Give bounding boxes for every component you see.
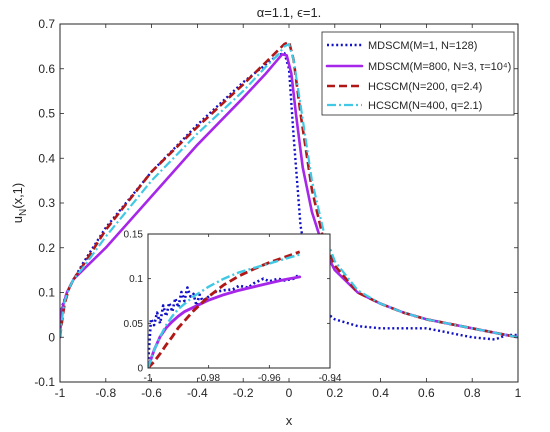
main-y-tick-label: 0: [48, 330, 55, 344]
main-y-tick-label: 0.1: [38, 286, 55, 300]
main-y-ticks: -0.1 0 0.1 0.2 0.3 0.4 0.5 0.6 0.7: [34, 17, 518, 389]
main-x-tick-label: 0.4: [372, 386, 389, 400]
main-y-tick-label: 0.3: [38, 196, 55, 210]
chart-title: α=1.1, ϵ=1.: [257, 5, 322, 20]
main-y-tick-label: 0.6: [38, 62, 55, 76]
x-axis-label: x: [286, 413, 293, 428]
main-y-tick-label: 0.7: [38, 17, 55, 31]
inset-y-ticks: 0 0.05 0.1 0.15: [124, 230, 330, 375]
main-x-tick-label: -0.2: [233, 386, 254, 400]
legend: MDSCM(M=1, N=128) MDSCM(M=800, N=3, τ=10…: [321, 31, 515, 116]
main-x-tick-label: -0.8: [95, 386, 116, 400]
inset-series-group: [148, 250, 302, 368]
main-x-ticks: -1 -0.8 -0.6 -0.4 -0.2 0 0.2 0.4 0.6 0.8 1: [55, 24, 522, 400]
inset-series-line-1: [148, 273, 301, 364]
main-series-line-4: [60, 42, 518, 339]
legend-label-series-2: MDSCM(M=800, N=3, τ=10⁴): [368, 61, 511, 73]
main-x-tick-label: 1: [515, 386, 522, 400]
inset-axes: -1 -0.98 -0.96 -0.94 0 0.05 0.1 0.15: [124, 230, 342, 385]
legend-entry: HCSCM(N=200, q=2.4): [327, 81, 482, 93]
legend-label-series-1: MDSCM(M=1, N=128): [368, 40, 477, 52]
legend-entry: HCSCM(N=400, q=2.1): [327, 100, 482, 112]
main-y-tick-label: -0.1: [34, 375, 55, 389]
main-x-tick-label: 0.6: [418, 386, 435, 400]
inset-y-tick-label: 0.15: [124, 230, 144, 241]
inset-x-ticks: -1 -0.98 -0.96 -0.94: [144, 234, 342, 384]
main-y-tick-label: 0.2: [38, 241, 55, 255]
main-x-tick-label: -0.6: [141, 386, 162, 400]
inset-y-tick-label: 0: [137, 364, 143, 375]
inset-y-tick-label: 0.1: [129, 274, 143, 285]
legend-entry: MDSCM(M=800, N=3, τ=10⁴): [325, 61, 511, 73]
inset-x-tick-label: -0.96: [258, 373, 281, 384]
inset-x-tick-label: -0.94: [319, 373, 342, 384]
main-y-tick-label: 0.5: [38, 107, 55, 121]
inset-x-tick-label: -1: [144, 373, 153, 384]
main-x-tick-label: 0.8: [464, 386, 481, 400]
inset-series-line-3: [148, 250, 301, 368]
legend-label-series-4: HCSCM(N=400, q=2.1): [368, 100, 482, 112]
main-y-tick-label: 0.4: [38, 151, 55, 165]
main-series-group: [60, 40, 518, 341]
main-x-tick-label: 0: [286, 386, 293, 400]
main-series-line-1: [60, 51, 518, 341]
main-x-tick-label: 0.2: [326, 386, 343, 400]
y-axis-label: uN(x,1): [10, 183, 29, 223]
inset-series-line-2: [148, 275, 302, 368]
main-x-tick-label: -1: [55, 386, 66, 400]
inset-y-tick-label: 0.05: [124, 319, 144, 330]
legend-label-series-3: HCSCM(N=200, q=2.4): [368, 81, 482, 93]
main-x-tick-label: -0.4: [187, 386, 208, 400]
inset-series-line-4: [148, 253, 301, 368]
inset-frame: [147, 233, 331, 369]
legend-entry: MDSCM(M=1, N=128): [327, 40, 477, 52]
legend-box: [321, 31, 515, 116]
inset-x-tick-label: -0.98: [197, 373, 220, 384]
